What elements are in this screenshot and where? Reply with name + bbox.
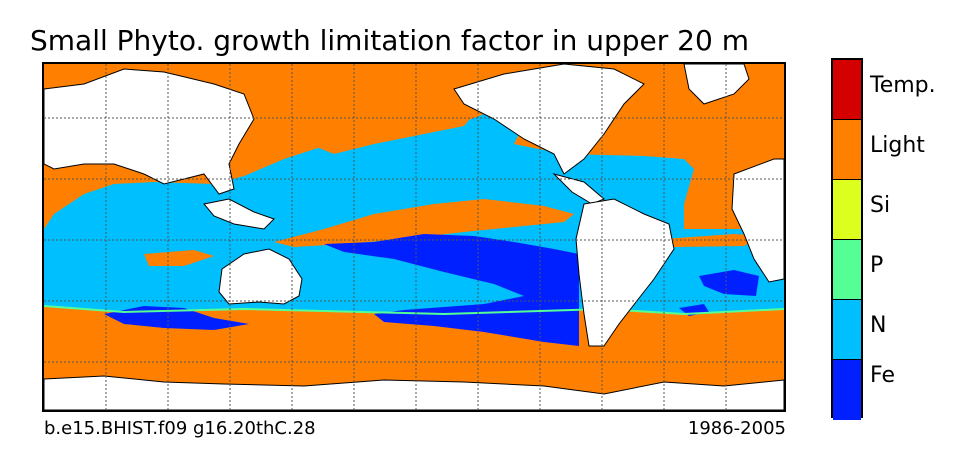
map-title: Small Phyto. growth limitation factor in…	[30, 24, 749, 57]
colorbar-segment-n	[833, 300, 861, 360]
southeast-asia-islands	[203, 198, 275, 230]
colorbar-segment-fe	[833, 360, 861, 420]
phosphorus-limited-edge	[44, 305, 784, 316]
south-america-landmass	[575, 198, 675, 347]
colorbar-label-si: Si	[870, 193, 891, 218]
colorbar-segment-light	[833, 120, 861, 180]
colorbar-segment-p	[833, 240, 861, 300]
map-plot	[42, 62, 786, 412]
colorbar-label-fe: Fe	[870, 363, 895, 388]
time-period: 1986-2005	[687, 418, 786, 439]
equatorial-pacific-light-region	[274, 199, 574, 247]
north-america-landmass	[453, 64, 645, 175]
south-atlantic-iron-region	[699, 270, 759, 296]
australia-landmass	[218, 248, 303, 305]
colorbar	[831, 58, 863, 420]
colorbar-label-n: N	[870, 313, 887, 338]
case-name: b.e15.BHIST.f09 g16.20thC.28	[44, 418, 316, 439]
indian-ocean-light-region	[144, 250, 214, 266]
colorbar-label-light: Light	[870, 133, 925, 158]
south-pacific-iron-region	[324, 234, 579, 346]
colorbar-label-p: P	[870, 253, 884, 278]
colorbar-label-temp: Temp.	[870, 73, 936, 98]
colorbar-segment-temp	[833, 60, 861, 120]
graticule	[44, 64, 784, 410]
greenland-landmass	[683, 64, 750, 105]
antarctica-landmass	[44, 375, 784, 410]
indian-ocean-nitrogen	[94, 184, 184, 254]
map-svg	[44, 64, 784, 410]
asia-landmass	[44, 68, 255, 195]
africa-landmass	[731, 158, 784, 283]
colorbar-segment-si	[833, 180, 861, 240]
